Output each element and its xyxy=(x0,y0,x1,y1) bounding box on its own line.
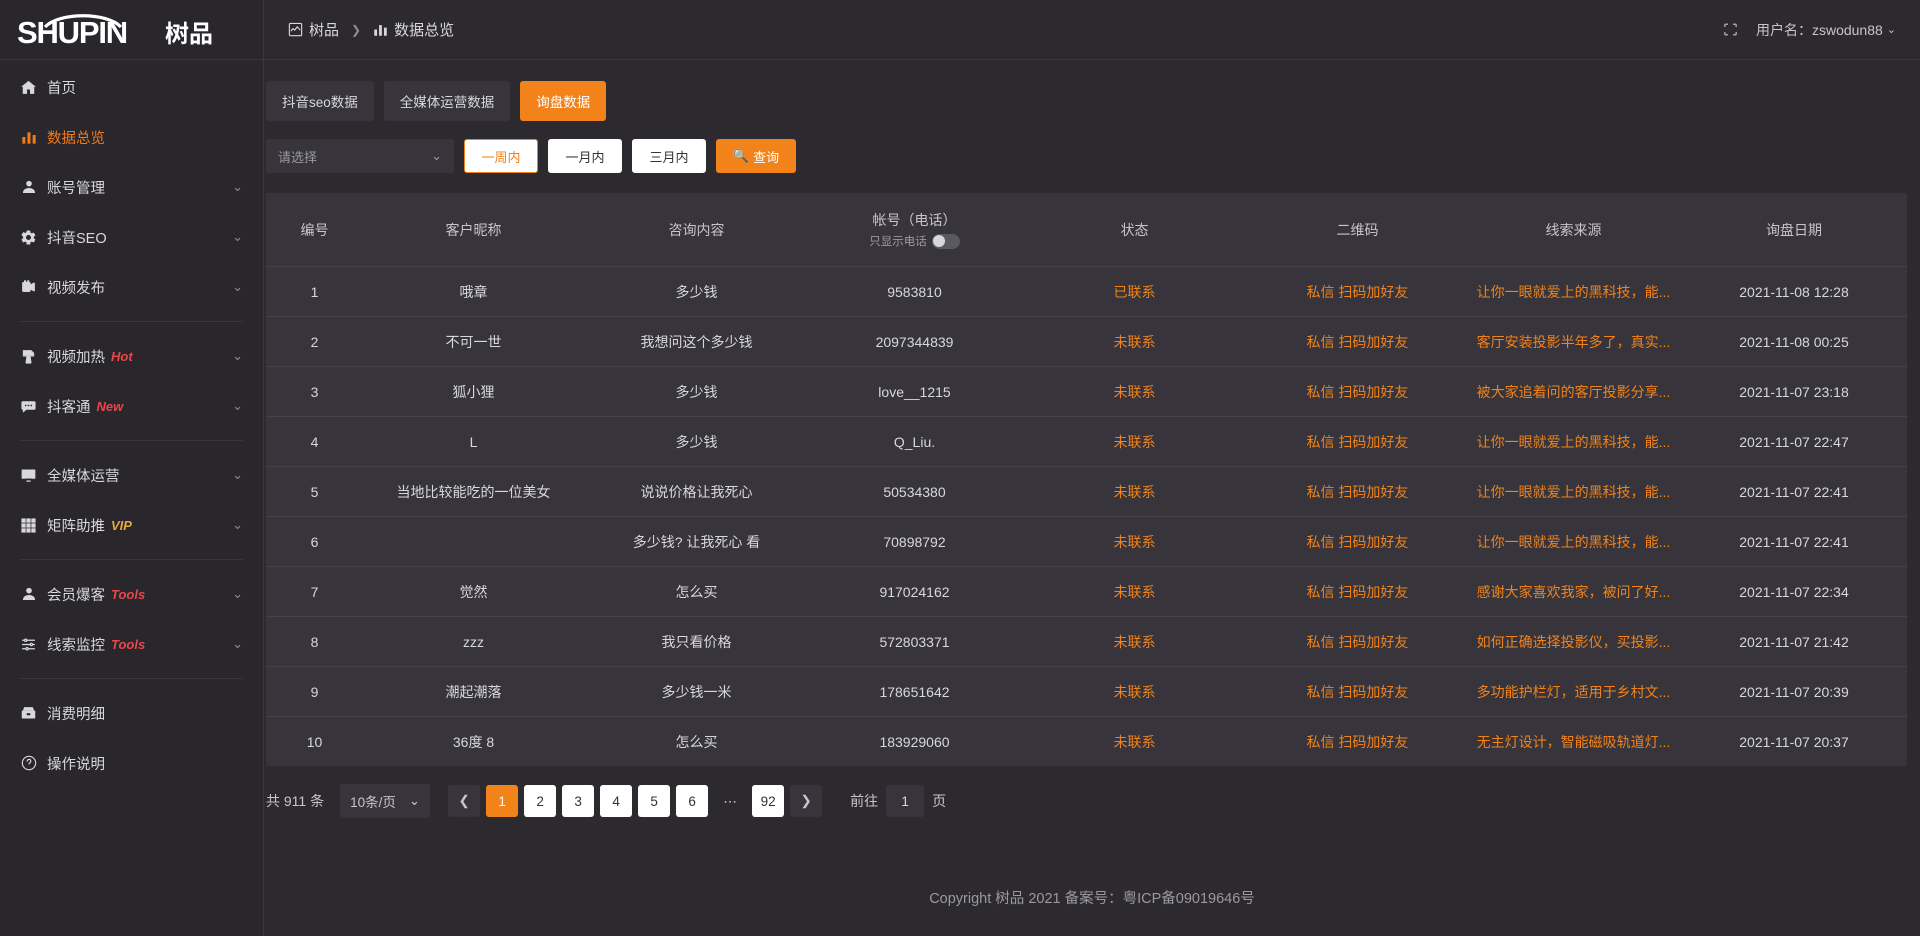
svg-text:SHUPIN: SHUPIN xyxy=(17,15,127,50)
svg-text:树品: 树品 xyxy=(165,14,213,49)
